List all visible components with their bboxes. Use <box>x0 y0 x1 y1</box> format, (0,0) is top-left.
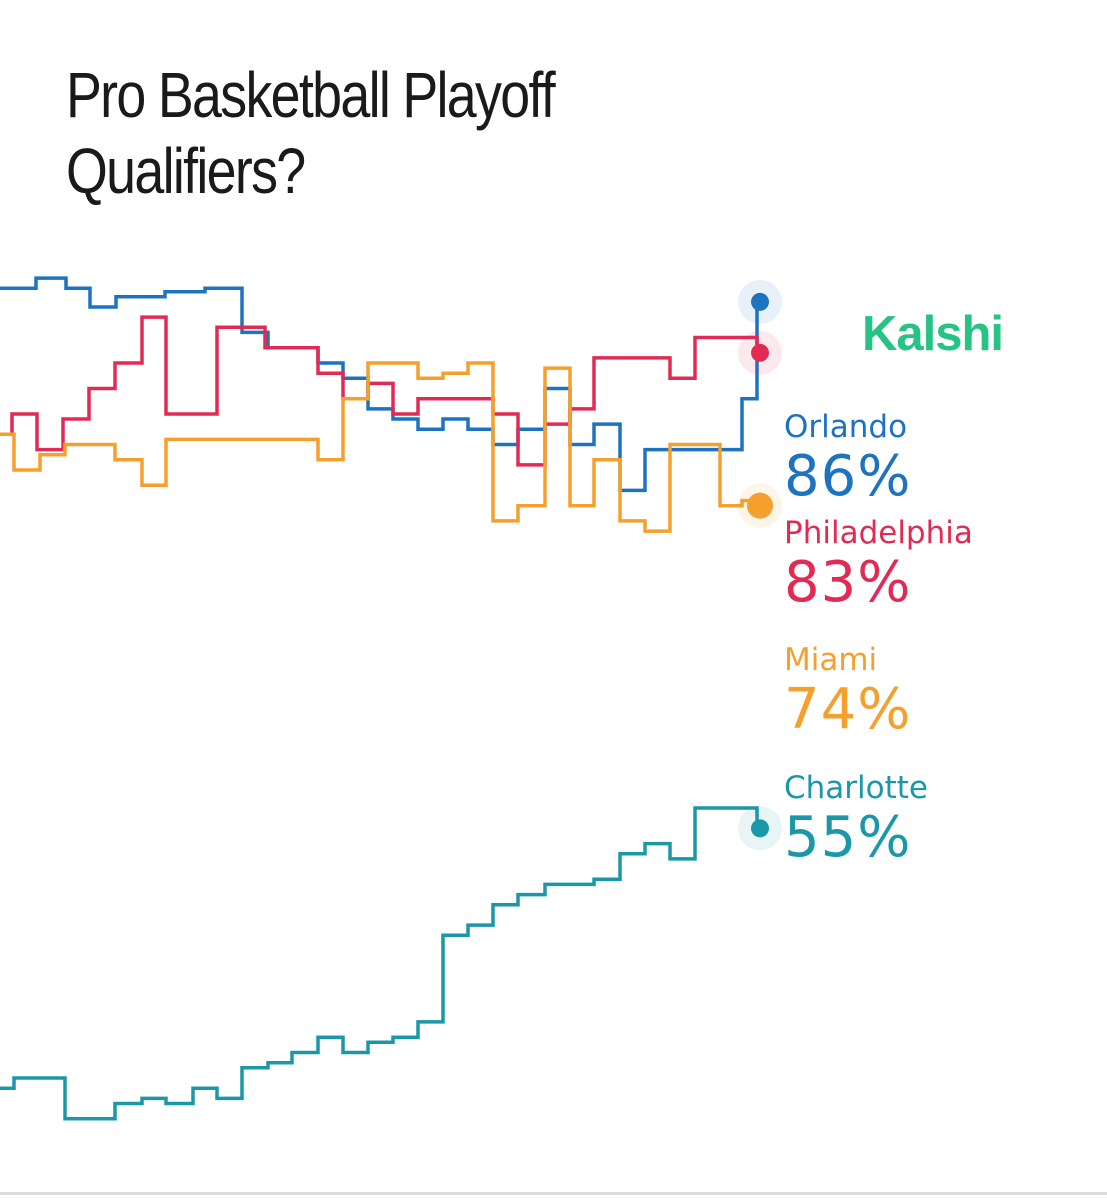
endpoint-dot-miami <box>747 492 773 519</box>
legend-label-philadelphia: Philadelphia 83% <box>784 515 973 615</box>
series-value-philadelphia: 83% <box>784 550 912 615</box>
series-value-orlando: 86% <box>784 444 912 509</box>
legend-label-miami: Miami 74% <box>784 642 911 742</box>
bottom-divider <box>0 1192 1107 1195</box>
series-name-miami: Miami <box>784 642 878 678</box>
endpoint-dot-charlotte <box>751 819 769 838</box>
legend-label-charlotte: Charlotte 55% <box>784 770 928 870</box>
legend-label-orlando: Orlando 86% <box>784 409 911 509</box>
series-name-philadelphia: Philadelphia <box>784 515 973 551</box>
series-name-orlando: Orlando <box>784 409 908 445</box>
chart-title: Pro Basketball Playoff Qualifiers? <box>66 58 704 209</box>
kalshi-logo: Kalshi <box>862 307 1004 361</box>
endpoint-dot-philadelphia <box>751 343 769 362</box>
series-value-charlotte: 55% <box>784 805 912 870</box>
series-line-philadelphia <box>0 315 760 467</box>
series-line-charlotte <box>0 806 760 1121</box>
title-line-1: Pro Basketball Playoff <box>66 59 556 131</box>
series-line-miami <box>0 361 760 533</box>
series-name-charlotte: Charlotte <box>784 770 928 806</box>
series-value-miami: 74% <box>784 677 912 742</box>
endpoint-dot-orlando <box>751 292 769 311</box>
series-line-orlando <box>0 276 760 493</box>
title-line-2: Qualifiers? <box>66 134 306 207</box>
